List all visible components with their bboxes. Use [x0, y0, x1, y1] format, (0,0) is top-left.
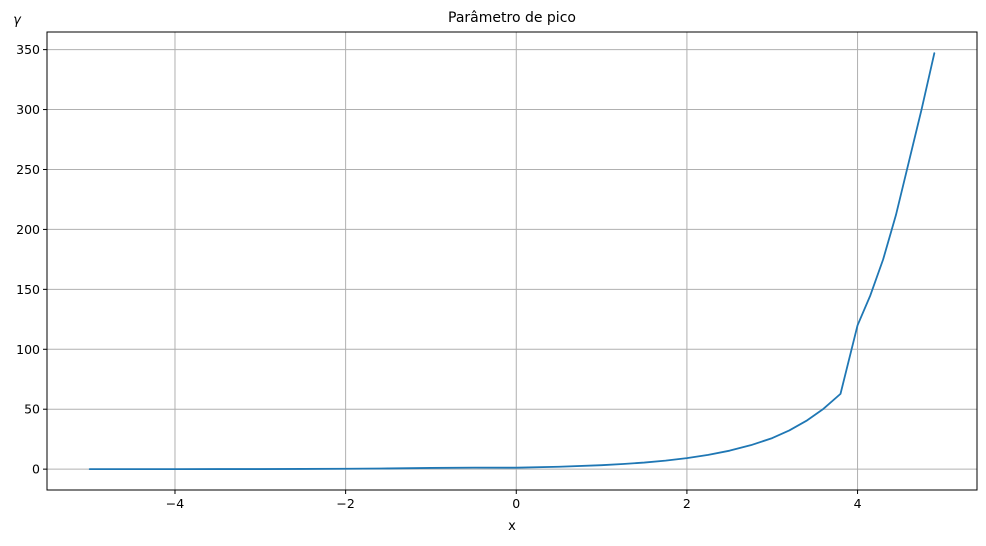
x-axis-label: x: [508, 519, 516, 534]
ticks: −4 −2 0 2 4 0 50 100 150 200 250 300 350: [16, 42, 861, 511]
grid: [47, 32, 977, 490]
series-line: [88, 52, 936, 471]
chart-title: Parâmetro de pico: [448, 10, 576, 26]
x-tick-label: −4: [166, 496, 184, 511]
plot-frame: [46, 31, 978, 491]
y-tick-label: 100: [16, 342, 40, 357]
y-tick-label: 300: [16, 102, 40, 117]
x-tick-label: 2: [683, 496, 691, 511]
x-tick-label: 4: [854, 496, 862, 511]
x-tick-label: 0: [512, 496, 520, 511]
y-tick-label: 150: [16, 282, 40, 297]
y-tick-label: 350: [16, 42, 40, 57]
y-axis-label: γ: [13, 13, 22, 28]
y-tick-label: 250: [16, 162, 40, 177]
x-tick-label: −2: [336, 496, 354, 511]
y-tick-label: 0: [32, 462, 40, 477]
y-tick-label: 200: [16, 222, 40, 237]
y-tick-label: 50: [24, 402, 40, 417]
series-layer: [88, 52, 936, 471]
